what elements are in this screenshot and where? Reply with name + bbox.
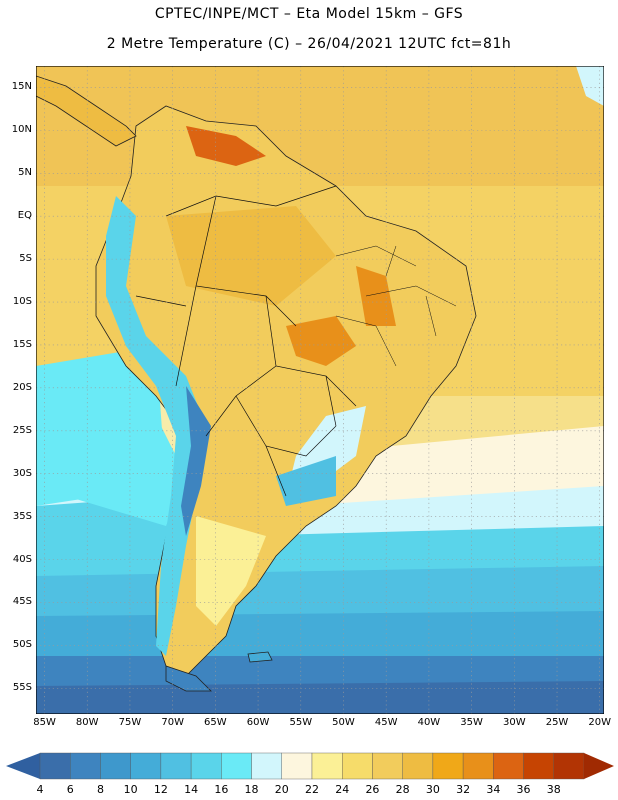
land-patagonia xyxy=(196,516,266,626)
lat-tick-label: 45S xyxy=(12,596,32,608)
lat-tick-label: 55S xyxy=(12,682,32,694)
lon-tick-label: 35W xyxy=(460,717,483,728)
chart-title-line1: CPTEC/INPE/MCT – Eta Model 15km – GFS xyxy=(154,6,464,22)
lon-tick-label: 40W xyxy=(417,717,441,728)
lat-tick-label: 5N xyxy=(18,167,32,179)
colorbar-tick-label: 28 xyxy=(395,783,410,796)
colorbar-tick-label: 36 xyxy=(516,783,531,796)
lat-tick-label: 20S xyxy=(12,381,32,393)
lon-tick-label: 55W xyxy=(289,717,313,728)
lat-tick-label: 10N xyxy=(11,124,32,136)
colorbar-swatch xyxy=(523,752,554,780)
lon-tick-label: 75W xyxy=(118,717,142,728)
colorbar-swatch xyxy=(493,752,524,780)
lon-tick-label: 65W xyxy=(204,717,227,728)
colorbar-tick-label: 32 xyxy=(456,783,471,796)
colorbar-swatch xyxy=(432,752,464,780)
colorbar-high-arrow xyxy=(584,753,614,779)
lat-tick-label: 15N xyxy=(11,81,32,93)
colorbar-tick-label: 4 xyxy=(36,783,44,796)
temperature-colorbar xyxy=(6,752,614,780)
colorbar-swatch xyxy=(251,752,282,780)
lon-tick-label: 25W xyxy=(545,717,569,728)
colorbar-tick-label: 26 xyxy=(365,783,380,796)
colorbar-tick-label: 6 xyxy=(66,783,74,796)
lat-tick-label: 25S xyxy=(12,424,32,436)
grid-lines xyxy=(36,66,604,714)
land-falklands xyxy=(247,651,273,663)
ocean-cyan-tongue xyxy=(66,396,186,526)
colorbar-tick-label: 34 xyxy=(486,783,501,796)
colorbar-swatch xyxy=(70,752,101,780)
lat-tick-label: 10S xyxy=(12,296,32,308)
lon-tick-label: 45W xyxy=(374,717,398,728)
colorbar-tick-label: 30 xyxy=(425,783,440,796)
lat-tick-label: 5S xyxy=(19,253,32,265)
colorbar-tick-label: 12 xyxy=(153,783,168,796)
land-uruguay-cool xyxy=(276,456,336,506)
chart-title-line2: 2 Metre Temperature (C) – 26/04/2021 12U… xyxy=(106,36,512,52)
colorbar-swatch xyxy=(342,752,373,780)
colorbar-swatch xyxy=(130,752,162,780)
lon-tick-label: 30W xyxy=(503,717,526,728)
land-warm-center xyxy=(286,316,356,366)
lat-tick-label: 50S xyxy=(12,639,32,651)
ocean-band-cream xyxy=(286,426,604,506)
colorbar-swatch xyxy=(221,752,252,780)
lon-tick-label: 70W xyxy=(161,717,184,728)
colorbar-low-arrow xyxy=(6,753,40,779)
colorbar-swatch xyxy=(402,752,434,780)
colorbar-tick-label: 20 xyxy=(274,783,289,796)
lon-tick-label: 60W xyxy=(246,717,270,728)
colorbar-swatch xyxy=(160,752,192,780)
colorbar-swatch xyxy=(281,752,313,780)
land-andes-peaks xyxy=(181,386,211,536)
lat-tick-label: 40S xyxy=(12,553,32,565)
lat-tick-label: 30S xyxy=(12,467,32,479)
colorbar-tick-label: 38 xyxy=(546,783,561,796)
ocean-band-blue4 xyxy=(36,681,604,714)
lon-tick-label: 50W xyxy=(332,717,355,728)
ocean-band-tropical xyxy=(36,66,604,186)
land-central-america xyxy=(36,75,137,147)
colorbar-tick-label: 18 xyxy=(244,783,259,796)
colorbar-swatch xyxy=(372,752,403,780)
colorbar-swatch xyxy=(190,752,222,780)
colorbar-tick-label: 24 xyxy=(335,783,350,796)
colorbar-tick-label: 22 xyxy=(305,783,319,796)
colorbar-tick-label: 10 xyxy=(123,783,138,796)
lon-tick-label: 80W xyxy=(75,717,99,728)
colorbar-swatch xyxy=(553,752,585,780)
land-andes-cold xyxy=(106,196,206,656)
lat-tick-label: 15S xyxy=(12,338,32,350)
land-warm-venezuela xyxy=(186,126,266,166)
lat-tick-label: EQ xyxy=(17,210,32,222)
lon-tick-label: 20W xyxy=(588,717,612,728)
ocean-upper-right-cool xyxy=(576,66,604,106)
country-borders xyxy=(135,185,357,497)
colorbar-swatch xyxy=(462,752,494,780)
colorbar-tick-label: 8 xyxy=(96,783,104,796)
colorbar-swatch xyxy=(311,752,343,780)
colorbar-swatch xyxy=(100,752,131,780)
colorbar-tick-label: 14 xyxy=(184,783,199,796)
colorbar-tick-label: 16 xyxy=(214,783,229,796)
state-borders xyxy=(335,245,457,367)
lon-tick-label: 85W xyxy=(33,717,56,728)
land-tierra-del-fuego xyxy=(165,665,212,692)
temperature-map[interactable] xyxy=(36,66,604,714)
lat-tick-label: 35S xyxy=(12,510,32,522)
colorbar-swatch xyxy=(39,752,71,780)
